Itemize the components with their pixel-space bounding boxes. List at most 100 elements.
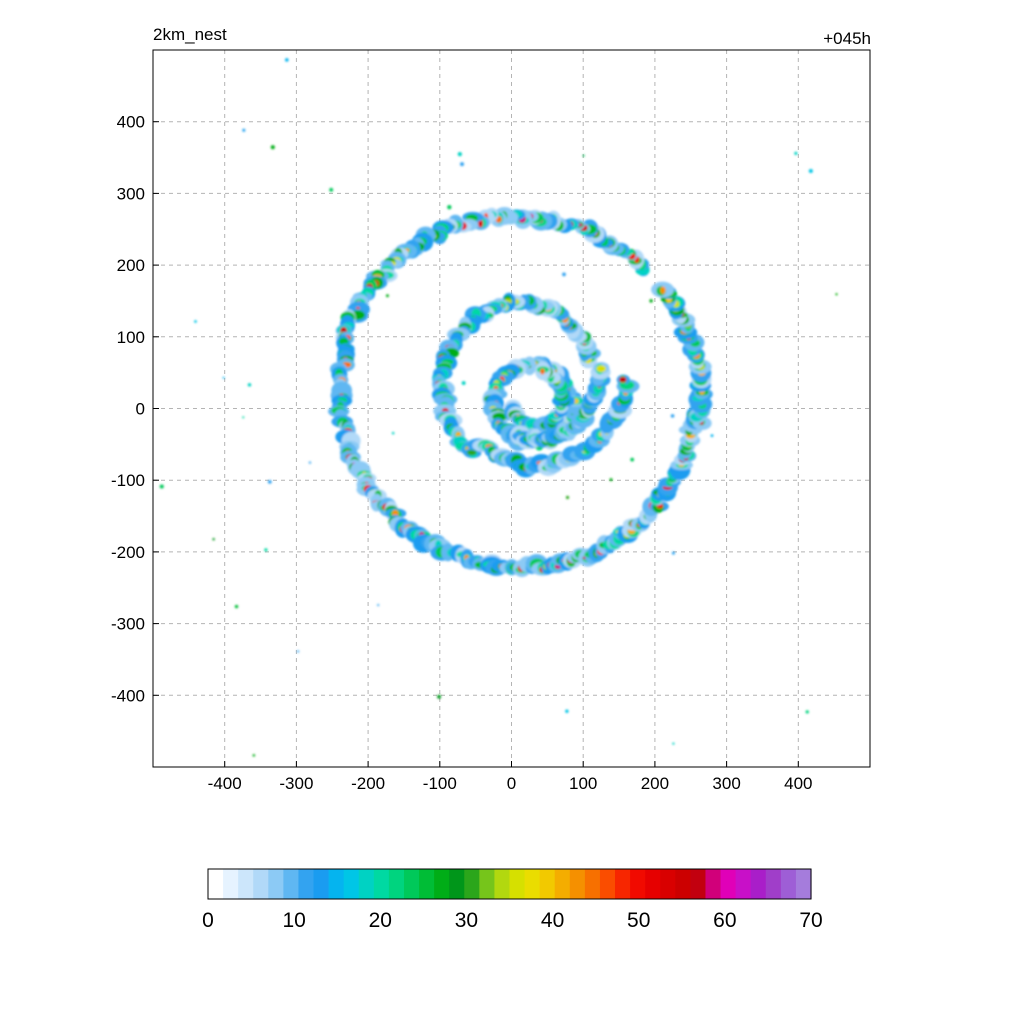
colorbar-swatch — [283, 869, 300, 899]
colorbar-swatch — [494, 869, 511, 899]
echo-speckle — [194, 320, 197, 323]
colorbar-swatch — [358, 869, 375, 899]
colorbar-swatch — [479, 869, 496, 899]
colorbar-frame — [207, 868, 812, 900]
colorbar-swatch — [735, 869, 752, 899]
y-tick-label: -300 — [111, 615, 145, 634]
colorbar-swatch — [780, 869, 797, 899]
echo-speckle — [385, 294, 389, 298]
echo-speckle — [159, 484, 164, 489]
colorbar-swatch — [795, 869, 812, 899]
colorbar-swatch — [569, 869, 586, 899]
forecast-time-label: +045h — [823, 29, 871, 48]
echo-speckle — [252, 754, 256, 757]
colorbar-swatch — [208, 869, 224, 899]
echo-speckle — [808, 168, 813, 174]
colorbar-swatch — [328, 869, 345, 899]
echo-core — [540, 368, 545, 375]
x-tick-label: -400 — [208, 774, 242, 793]
colorbar-swatch — [464, 869, 480, 899]
echo-speckle — [242, 128, 246, 132]
colorbar-swatch — [630, 869, 646, 899]
chart-title: 2km_nest — [153, 25, 227, 44]
echo-core — [596, 365, 607, 373]
echo-speckle — [565, 495, 570, 500]
echo-speckle — [242, 416, 245, 419]
echo-speckle — [671, 551, 675, 555]
y-tick-label: 200 — [117, 256, 145, 275]
echo-speckle — [247, 383, 252, 387]
colorbar-swatch — [313, 869, 330, 899]
echo-speckle — [377, 604, 380, 607]
y-tick-label: -200 — [111, 543, 145, 562]
colorbar-swatch — [750, 869, 767, 899]
colorbar-swatch — [449, 869, 465, 899]
echo-core — [466, 449, 477, 456]
colorbar-tick-label: 50 — [627, 909, 650, 932]
echo-speckle — [582, 154, 585, 157]
echo-core — [619, 376, 627, 383]
echo-speckle — [461, 381, 466, 385]
echo-speckle — [270, 145, 275, 150]
colorbar-tick-label: 70 — [799, 909, 822, 932]
echo-speckle — [794, 151, 798, 155]
echo-speckle — [609, 478, 613, 482]
colorbar-swatch — [223, 869, 239, 899]
echo-moderate — [338, 337, 349, 346]
echo-core — [660, 286, 666, 294]
x-tick-label: -200 — [351, 774, 385, 793]
echo-core — [478, 219, 484, 228]
echo-speckle — [329, 187, 334, 192]
colorbar-tick-labels: 0 10 20 30 40 50 60 70 — [202, 909, 823, 932]
axis-ticks: -400 -300 -200 -100 0 100 200 300 400 400 300 200 10… — [111, 113, 813, 793]
echo-speckle — [457, 152, 462, 157]
colorbar-swatch — [615, 869, 631, 899]
echo-speckle — [285, 58, 289, 62]
echo-speckle — [649, 299, 653, 303]
echo-speckle — [630, 457, 635, 462]
x-tick-label: 0 — [507, 774, 516, 793]
colorbar-swatch — [584, 869, 601, 899]
echo-speckle — [672, 742, 675, 745]
x-tick-label: 400 — [784, 774, 812, 793]
colorbar-swatch — [298, 869, 315, 899]
colorbar-swatch — [660, 869, 676, 899]
colorbar — [208, 869, 812, 899]
colorbar-swatch — [343, 869, 360, 899]
colorbar-tick-label: 10 — [282, 909, 305, 932]
colorbar-swatch — [434, 869, 450, 899]
y-tick-label: -100 — [111, 471, 145, 490]
colorbar-tick-label: 0 — [202, 909, 214, 932]
echo-speckle — [670, 414, 675, 418]
y-tick-label: 400 — [117, 113, 145, 132]
colorbar-tick-label: 20 — [369, 909, 392, 932]
y-tick-label: 0 — [136, 400, 145, 419]
colorbar-swatch — [675, 869, 691, 899]
colorbar-swatch — [373, 869, 390, 899]
colorbar-swatch — [554, 869, 571, 899]
echo-speckle — [212, 538, 215, 541]
echo-speckle — [562, 272, 566, 277]
x-tick-label: -300 — [279, 774, 313, 793]
echo-speckle — [565, 709, 569, 713]
echo-speckle — [391, 431, 395, 435]
colorbar-swatch — [539, 869, 556, 899]
colorbar-swatch — [403, 869, 420, 899]
echo-speckle — [835, 293, 838, 296]
echo-speckle — [308, 461, 312, 464]
colorbar-swatch — [238, 869, 254, 899]
echo-speckle — [234, 604, 239, 609]
y-tick-label: -400 — [111, 686, 145, 705]
colorbar-swatch — [524, 869, 541, 899]
colorbar-tick-label: 40 — [541, 909, 564, 932]
colorbar-swatch — [388, 869, 405, 899]
colorbar-swatch — [599, 869, 616, 899]
echo-speckle — [805, 710, 809, 714]
reflectivity-field — [159, 58, 838, 757]
colorbar-tick-label: 30 — [455, 909, 478, 932]
colorbar-swatch — [690, 869, 707, 899]
echo-speckle — [343, 408, 346, 411]
y-tick-label: 100 — [117, 328, 145, 347]
colorbar-swatch — [253, 869, 269, 899]
